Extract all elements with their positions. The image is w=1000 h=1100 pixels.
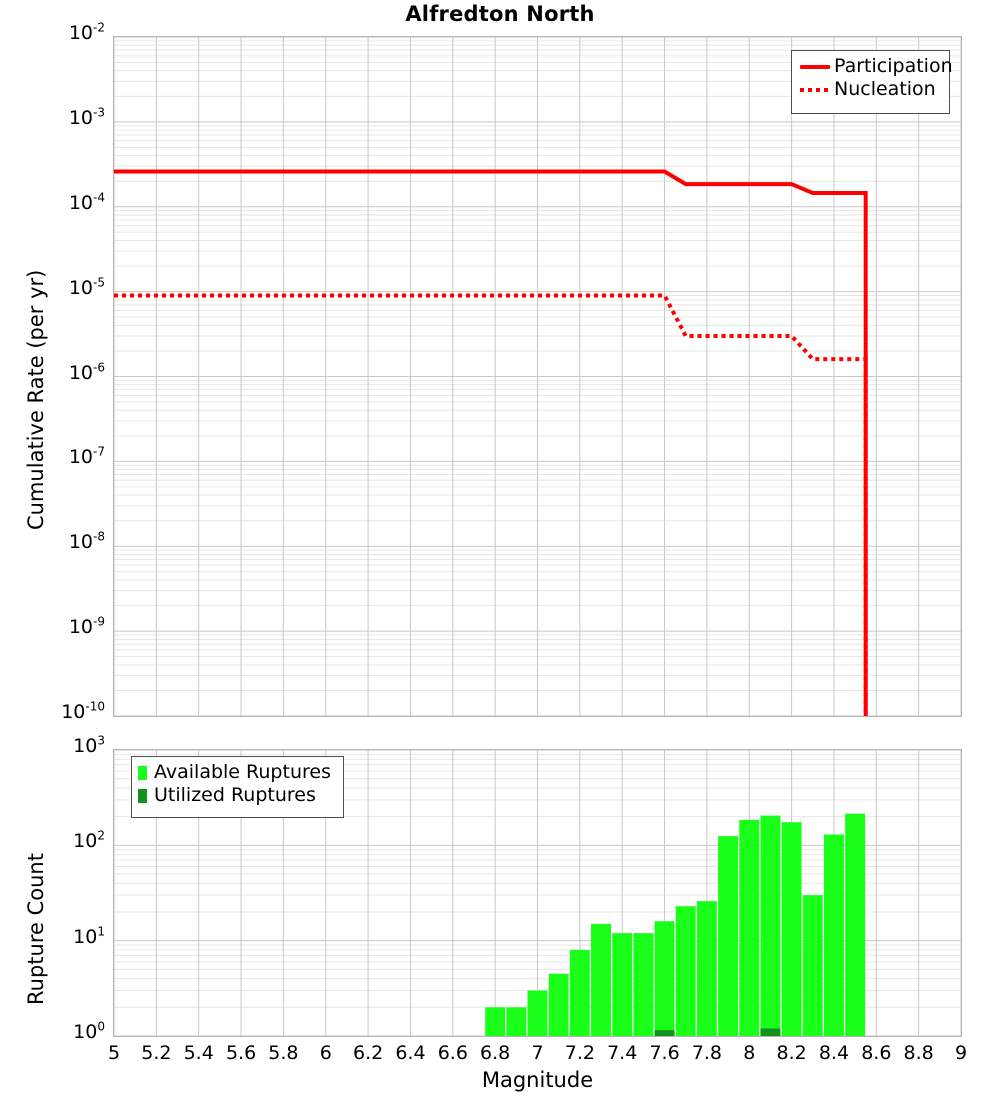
available-rupture-bar [548,973,569,1036]
x-axis-tick: 5.8 [268,1042,299,1064]
legend-label-participation: Participation [834,55,953,77]
bottom-plot-y-tick: 101 [73,924,105,948]
bottom-plot-y-tick: 102 [73,829,105,853]
available-rupture-bar [612,933,633,1036]
page-title: Alfredton North [405,2,595,26]
x-axis-title: Magnitude [481,1068,594,1092]
legend-row-nucleation: Nucleation [798,78,942,101]
available-rupture-bar [781,822,802,1036]
x-axis-tick: 8.2 [776,1042,807,1064]
available-rupture-bar [654,921,675,1036]
x-axis-tick: 7.2 [564,1042,595,1064]
available-rupture-bar [696,901,717,1036]
participation-line-icon [798,64,832,69]
utilized-rupture-bar [654,1030,675,1036]
x-axis-tick: 7 [531,1042,544,1064]
x-axis-tick: 5.2 [141,1042,172,1064]
x-axis-tick: 7.8 [691,1042,722,1064]
available-rupture-bar [485,1007,506,1036]
available-rupture-bar [823,834,844,1036]
x-axis-tick: 5.4 [183,1042,214,1064]
x-axis-tick: 7.4 [607,1042,638,1064]
legend-label-available-ruptures: Available Ruptures [154,761,331,783]
available-rupture-bar [845,813,866,1036]
top-plot-y-tick: 10-10 [61,699,105,723]
available-rupture-bar [718,836,739,1036]
x-axis-tick: 8 [743,1042,756,1064]
participation-series-line [114,169,868,716]
x-axis-tick: 6 [319,1042,332,1064]
top-plot-y-tick: 10-5 [68,275,105,299]
legend-label-utilized-ruptures: Utilized Ruptures [154,784,316,806]
available-rupture-bar [591,923,612,1036]
rupture-count-plot-canvas [114,750,961,1036]
available-rupture-bar [569,949,590,1036]
x-axis-tick: 8.6 [861,1042,892,1064]
top-plot-y-tick: 10-4 [68,190,105,214]
x-axis-tick: 8.8 [903,1042,934,1064]
available-ruptures-swatch-icon [138,765,152,780]
legend-row-participation: Participation [798,55,953,78]
available-rupture-bar [633,933,654,1036]
available-rupture-bar [802,895,823,1036]
x-axis-tick: 6.2 [352,1042,384,1064]
x-axis-tick: 8.4 [818,1042,850,1064]
x-axis-tick: 5 [107,1042,121,1064]
available-rupture-bar [760,815,781,1036]
available-rupture-bar [675,906,696,1036]
top-plot-y-axis-title: Cumulative Rate (per yr) [24,269,48,530]
utilized-ruptures-swatch-icon [138,788,152,803]
cumulative-rate-plot-canvas [114,37,961,716]
utilized-rupture-bar [760,1028,781,1036]
legend-row-available-ruptures: Available Ruptures [138,761,336,784]
x-axis-tick: 7.6 [649,1042,680,1064]
top-plot-y-tick: 10-9 [68,614,105,639]
x-axis-tick: 5.6 [225,1042,257,1064]
top-plot-y-tick: 10-2 [68,20,105,44]
top-plot-y-tick: 10-3 [68,105,105,129]
top-plot-y-tick: 10-7 [68,445,105,469]
available-rupture-bar [527,990,548,1036]
x-axis-tick: 6.6 [437,1042,468,1064]
x-axis-tick: 6.8 [480,1042,511,1064]
x-axis-tick: 6.4 [395,1042,426,1064]
x-axis-tick: 9 [954,1042,968,1064]
rupture-count-plot [113,749,962,1037]
nucleation-series-line [114,293,868,716]
top-plot-y-tick: 10-6 [68,360,105,384]
bottom-plot-legend: Available Ruptures Utilized Ruptures [131,756,344,818]
top-plot-y-tick: 10-8 [68,529,105,554]
legend-label-nucleation: Nucleation [834,78,936,100]
available-rupture-bar [506,1007,527,1036]
bottom-plot-y-tick: 100 [73,1019,105,1043]
cumulative-rate-plot [113,36,962,717]
top-plot-legend: Participation Nucleation [791,50,953,114]
legend-row-utilized-ruptures: Utilized Ruptures [138,784,336,807]
bottom-plot-y-tick: 103 [73,733,105,757]
available-rupture-bar [739,819,760,1036]
nucleation-line-icon [798,87,832,92]
